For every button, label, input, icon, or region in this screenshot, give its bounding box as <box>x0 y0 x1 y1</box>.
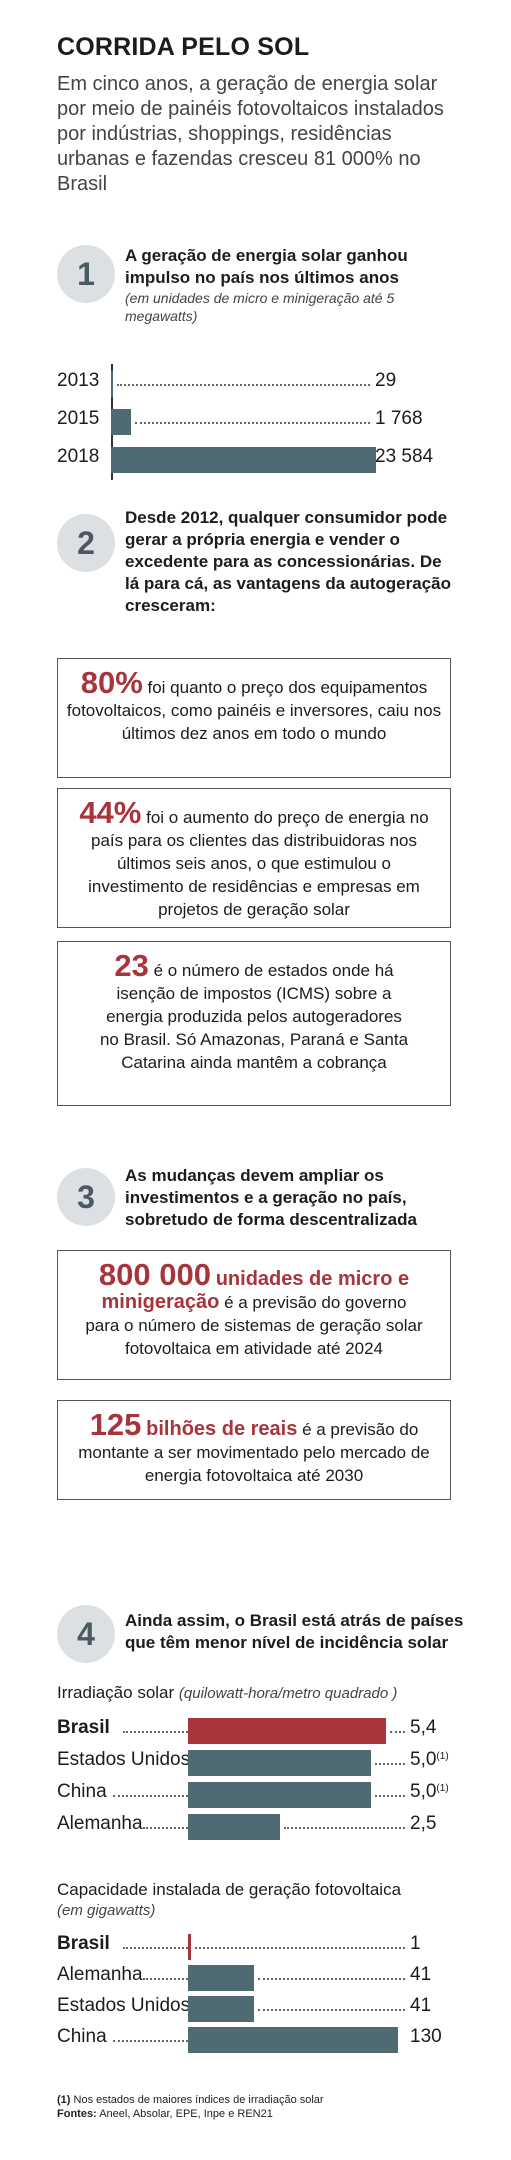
chart3-value-label: 130 <box>410 2026 442 2047</box>
chart3-bar <box>188 1965 255 1991</box>
chart3-bar <box>188 1934 191 1960</box>
chart2-value-label: 2,5 <box>410 1813 437 1834</box>
page-title: CORRIDA PELO SOL <box>57 33 310 61</box>
chart2-category-label: Brasil <box>57 1717 110 1738</box>
chart3-value-leader <box>258 1978 405 1980</box>
footnote-note: (1) Nos estados de maiores índices de ir… <box>57 2093 324 2107</box>
fact-market-number: 125 <box>89 1407 142 1442</box>
fact-price-drop-number: 80% <box>80 665 143 700</box>
section-1-number: 1 <box>57 245 115 303</box>
capacity-title-text: Capacidade instalada de geração fotovolt… <box>57 1880 402 1899</box>
chart2-bar <box>188 1814 280 1840</box>
section-1-note: (em unidades de micro e minigeração até … <box>125 290 395 324</box>
chart2-value-leader <box>390 1731 405 1733</box>
fact-tax-exemption-number: 23 <box>114 948 149 983</box>
chart1-value-label: 1 768 <box>375 408 423 429</box>
chart2-value-leader <box>375 1795 405 1797</box>
chart2-leader <box>113 1795 188 1797</box>
footnote-note-text: Nos estados de maiores índices de irradi… <box>73 2094 324 2106</box>
footnote-sources-text: Aneel, Absolar, EPE, Inpe e REN21 <box>99 2108 273 2120</box>
section-4-number: 4 <box>57 1605 115 1663</box>
chart2-value-leader <box>375 1763 405 1765</box>
footnote: (1) Nos estados de maiores índices de ir… <box>57 2093 324 2121</box>
chart1-year-label: 2018 <box>57 446 100 467</box>
fact-market-text: é a previsão do montante a ser movimenta… <box>78 1420 430 1485</box>
chart2-value-label: 5,0(1) <box>410 1781 449 1802</box>
fact-box-price-drop: 80% foi quanto o preço dos equipamentos … <box>57 658 451 778</box>
chart3-category-label: Alemanha <box>57 1964 143 1985</box>
chart1-bar <box>111 409 131 435</box>
chart3-leader <box>113 2040 188 2042</box>
section-3-heading: As mudanças devem ampliar os investiment… <box>125 1166 417 1229</box>
chart3-category-label: China <box>57 2026 107 2047</box>
chart1-year-label: 2013 <box>57 370 100 391</box>
irradiation-title-text: Irradiação solar <box>57 1683 175 1702</box>
chart2-leader <box>123 1731 188 1733</box>
chart3-bar <box>188 1996 255 2022</box>
chart2-value-leader <box>283 1827 405 1829</box>
section-3-number: 3 <box>57 1168 115 1226</box>
chart2-value-label: 5,4 <box>410 1717 437 1738</box>
chart1-bar <box>111 447 376 473</box>
fact-price-increase-number: 44% <box>79 795 142 830</box>
chart3-category-label: Brasil <box>57 1933 110 1954</box>
chart2-leader <box>143 1827 188 1829</box>
chart1-year-label: 2015 <box>57 408 100 429</box>
capacity-unit: (em gigawatts) <box>57 1902 156 1919</box>
chart1-leader <box>117 384 370 386</box>
section-1-heading: A geração de energia solar ganhou impuls… <box>125 245 425 325</box>
chart2-bar <box>188 1750 372 1776</box>
capacity-title: Capacidade instalada de geração fotovolt… <box>57 1880 401 1920</box>
footnote-marker: (1) <box>57 2094 71 2106</box>
fact-price-increase-text: foi o aumento do preço de energia no paí… <box>88 808 429 919</box>
chart3-bar <box>188 2027 398 2053</box>
chart3-value-label: 41 <box>410 1995 432 2016</box>
fact-box-units-forecast: 800 000 unidades de micro e minigeração … <box>57 1250 451 1380</box>
chart2-value-label: 5,0(1) <box>410 1749 449 1770</box>
footnote-sources: Fontes: Aneel, Absolar, EPE, Inpe e REN2… <box>57 2107 324 2121</box>
chart1-leader <box>134 422 370 424</box>
section-2-number: 2 <box>57 514 115 572</box>
fact-market-highlight: bilhões de reais <box>146 1418 298 1440</box>
fact-box-price-increase: 44% foi o aumento do preço de energia no… <box>57 788 451 928</box>
chart1-value-label: 23 584 <box>375 446 434 467</box>
fact-box-tax-exemption: 23 é o número de estados onde há isenção… <box>57 941 451 1106</box>
fact-tax-exemption-text: é o número de estados onde há isenção de… <box>99 961 409 1072</box>
irradiation-title: Irradiação solar (quilowatt-hora/metro q… <box>57 1683 397 1703</box>
chart1-value-label: 29 <box>375 370 397 391</box>
chart2-category-label: Estados Unidos <box>57 1749 191 1770</box>
chart3-leader <box>123 1947 188 1949</box>
chart1-bar <box>111 371 113 397</box>
chart2-value-note: (1) <box>436 1783 449 1794</box>
chart3-value-label: 1 <box>410 1933 421 1954</box>
chart2-bar <box>188 1782 372 1808</box>
chart2-bar <box>188 1718 386 1744</box>
chart3-category-label: Estados Unidos <box>57 1995 191 2016</box>
chart3-value-leader <box>195 1947 405 1949</box>
fact-box-market-value: 125 bilhões de reais é a previsão do mon… <box>57 1400 451 1500</box>
section-2-heading: Desde 2012, qualquer consumidor pode ger… <box>125 508 451 615</box>
fact-units-number: 800 000 <box>98 1257 211 1292</box>
irradiation-unit: (quilowatt-hora/metro quadrado ) <box>178 1685 398 1702</box>
section-4-heading: Ainda assim, o Brasil está atrás de país… <box>125 1611 464 1652</box>
fact-units-text: é a previsão do governo para o número de… <box>85 1293 423 1358</box>
chart3-value-leader <box>258 2009 405 2011</box>
chart2-category-label: Alemanha <box>57 1813 143 1834</box>
footnote-sources-label: Fontes: <box>57 2108 97 2120</box>
chart3-value-label: 41 <box>410 1964 432 1985</box>
chart2-value-note: (1) <box>436 1751 449 1762</box>
section-1-heading-text: A geração de energia solar ganhou impuls… <box>125 246 408 287</box>
fact-price-drop-text: foi quanto o preço dos equipamentos foto… <box>66 678 442 743</box>
page-subtitle: Em cinco anos, a geração de energia sola… <box>57 73 444 195</box>
chart2-category-label: China <box>57 1781 107 1802</box>
fact-units-highlight: unidades de micro e minigeração <box>101 1268 410 1313</box>
chart3-leader <box>143 1978 188 1980</box>
